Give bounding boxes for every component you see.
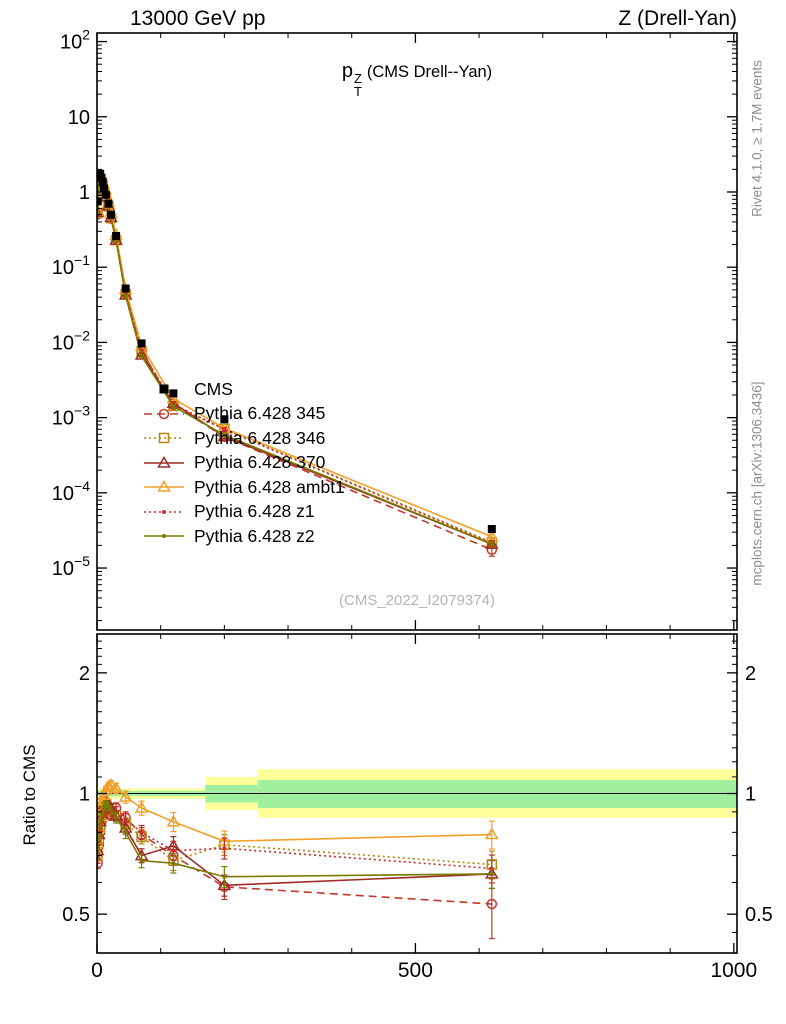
svg-text:1: 1 <box>79 182 90 204</box>
legend-marker-icon <box>144 408 184 419</box>
legend-label: Pythia 6.428 z2 <box>194 525 315 546</box>
observable-superscript: Z <box>353 71 362 86</box>
svg-text:1: 1 <box>79 784 90 806</box>
legend-marker-icon <box>144 455 184 468</box>
legend-item-0: CMS <box>142 377 345 402</box>
legend-label: CMS <box>194 378 233 399</box>
legend-item-1: Pythia 6.428 345 <box>142 402 345 427</box>
svg-text:10−5: 10−5 <box>52 553 90 580</box>
svg-text:0.5: 0.5 <box>745 904 773 926</box>
svg-text:500: 500 <box>398 959 433 982</box>
legend-marker-icon <box>144 509 184 514</box>
legend-item-2: Pythia 6.428 346 <box>142 426 345 451</box>
legend-label: Pythia 6.428 ambt1 <box>194 476 345 497</box>
svg-text:1: 1 <box>745 784 756 806</box>
legend-item-4: Pythia 6.428 ambt1 <box>142 475 345 500</box>
legend-label: Pythia 6.428 345 <box>194 403 326 424</box>
legend-label: Pythia 6.428 z1 <box>194 501 315 522</box>
svg-text:10−2: 10−2 <box>52 327 90 354</box>
legend: CMS Pythia 6.428 345 Pythia 6.428 346 Pythi… <box>142 377 345 549</box>
ratio-axis-label: Ratio to CMS <box>20 744 39 846</box>
analysis-id-watermark: (CMS_2022_I2079374) <box>339 592 495 609</box>
svg-text:0: 0 <box>91 959 103 982</box>
svg-text:10−1: 10−1 <box>52 252 90 279</box>
observable-subscript: T <box>353 84 362 99</box>
process-label: Z (Drell-Yan) <box>618 7 737 30</box>
rivet-version-note: Rivet 4.1.0, ≥ 1.7M events <box>749 60 765 217</box>
legend-item-5: Pythia 6.428 z1 <box>142 500 345 525</box>
observable-context: (CMS Drell--Yan) <box>366 63 493 81</box>
legend-marker-icon <box>144 433 184 444</box>
svg-text:0.5: 0.5 <box>62 904 90 926</box>
legend-marker-icon <box>144 480 184 492</box>
legend-item-3: Pythia 6.428 370 <box>142 451 345 476</box>
beam-energy-label: 13000 GeV pp <box>130 7 266 30</box>
svg-text:2: 2 <box>745 663 756 685</box>
legend-label: Pythia 6.428 346 <box>194 427 326 448</box>
legend-label: Pythia 6.428 370 <box>194 452 326 473</box>
svg-text:102: 102 <box>60 27 90 54</box>
svg-text:10−4: 10−4 <box>52 478 90 505</box>
plot-title: p Z T (CMS Drell--Yan) <box>217 60 617 98</box>
legend-item-6: Pythia 6.428 z2 <box>142 524 345 549</box>
mcplots-reference-note: mcplots.cern.ch [arXiv:1306.3436] <box>749 381 765 586</box>
legend-marker-icon <box>159 384 169 394</box>
legend-marker-icon <box>144 534 184 539</box>
svg-text:10−3: 10−3 <box>52 403 90 430</box>
svg-text:10: 10 <box>68 107 90 129</box>
svg-text:2: 2 <box>79 663 90 685</box>
svg-text:1000: 1000 <box>710 959 757 982</box>
